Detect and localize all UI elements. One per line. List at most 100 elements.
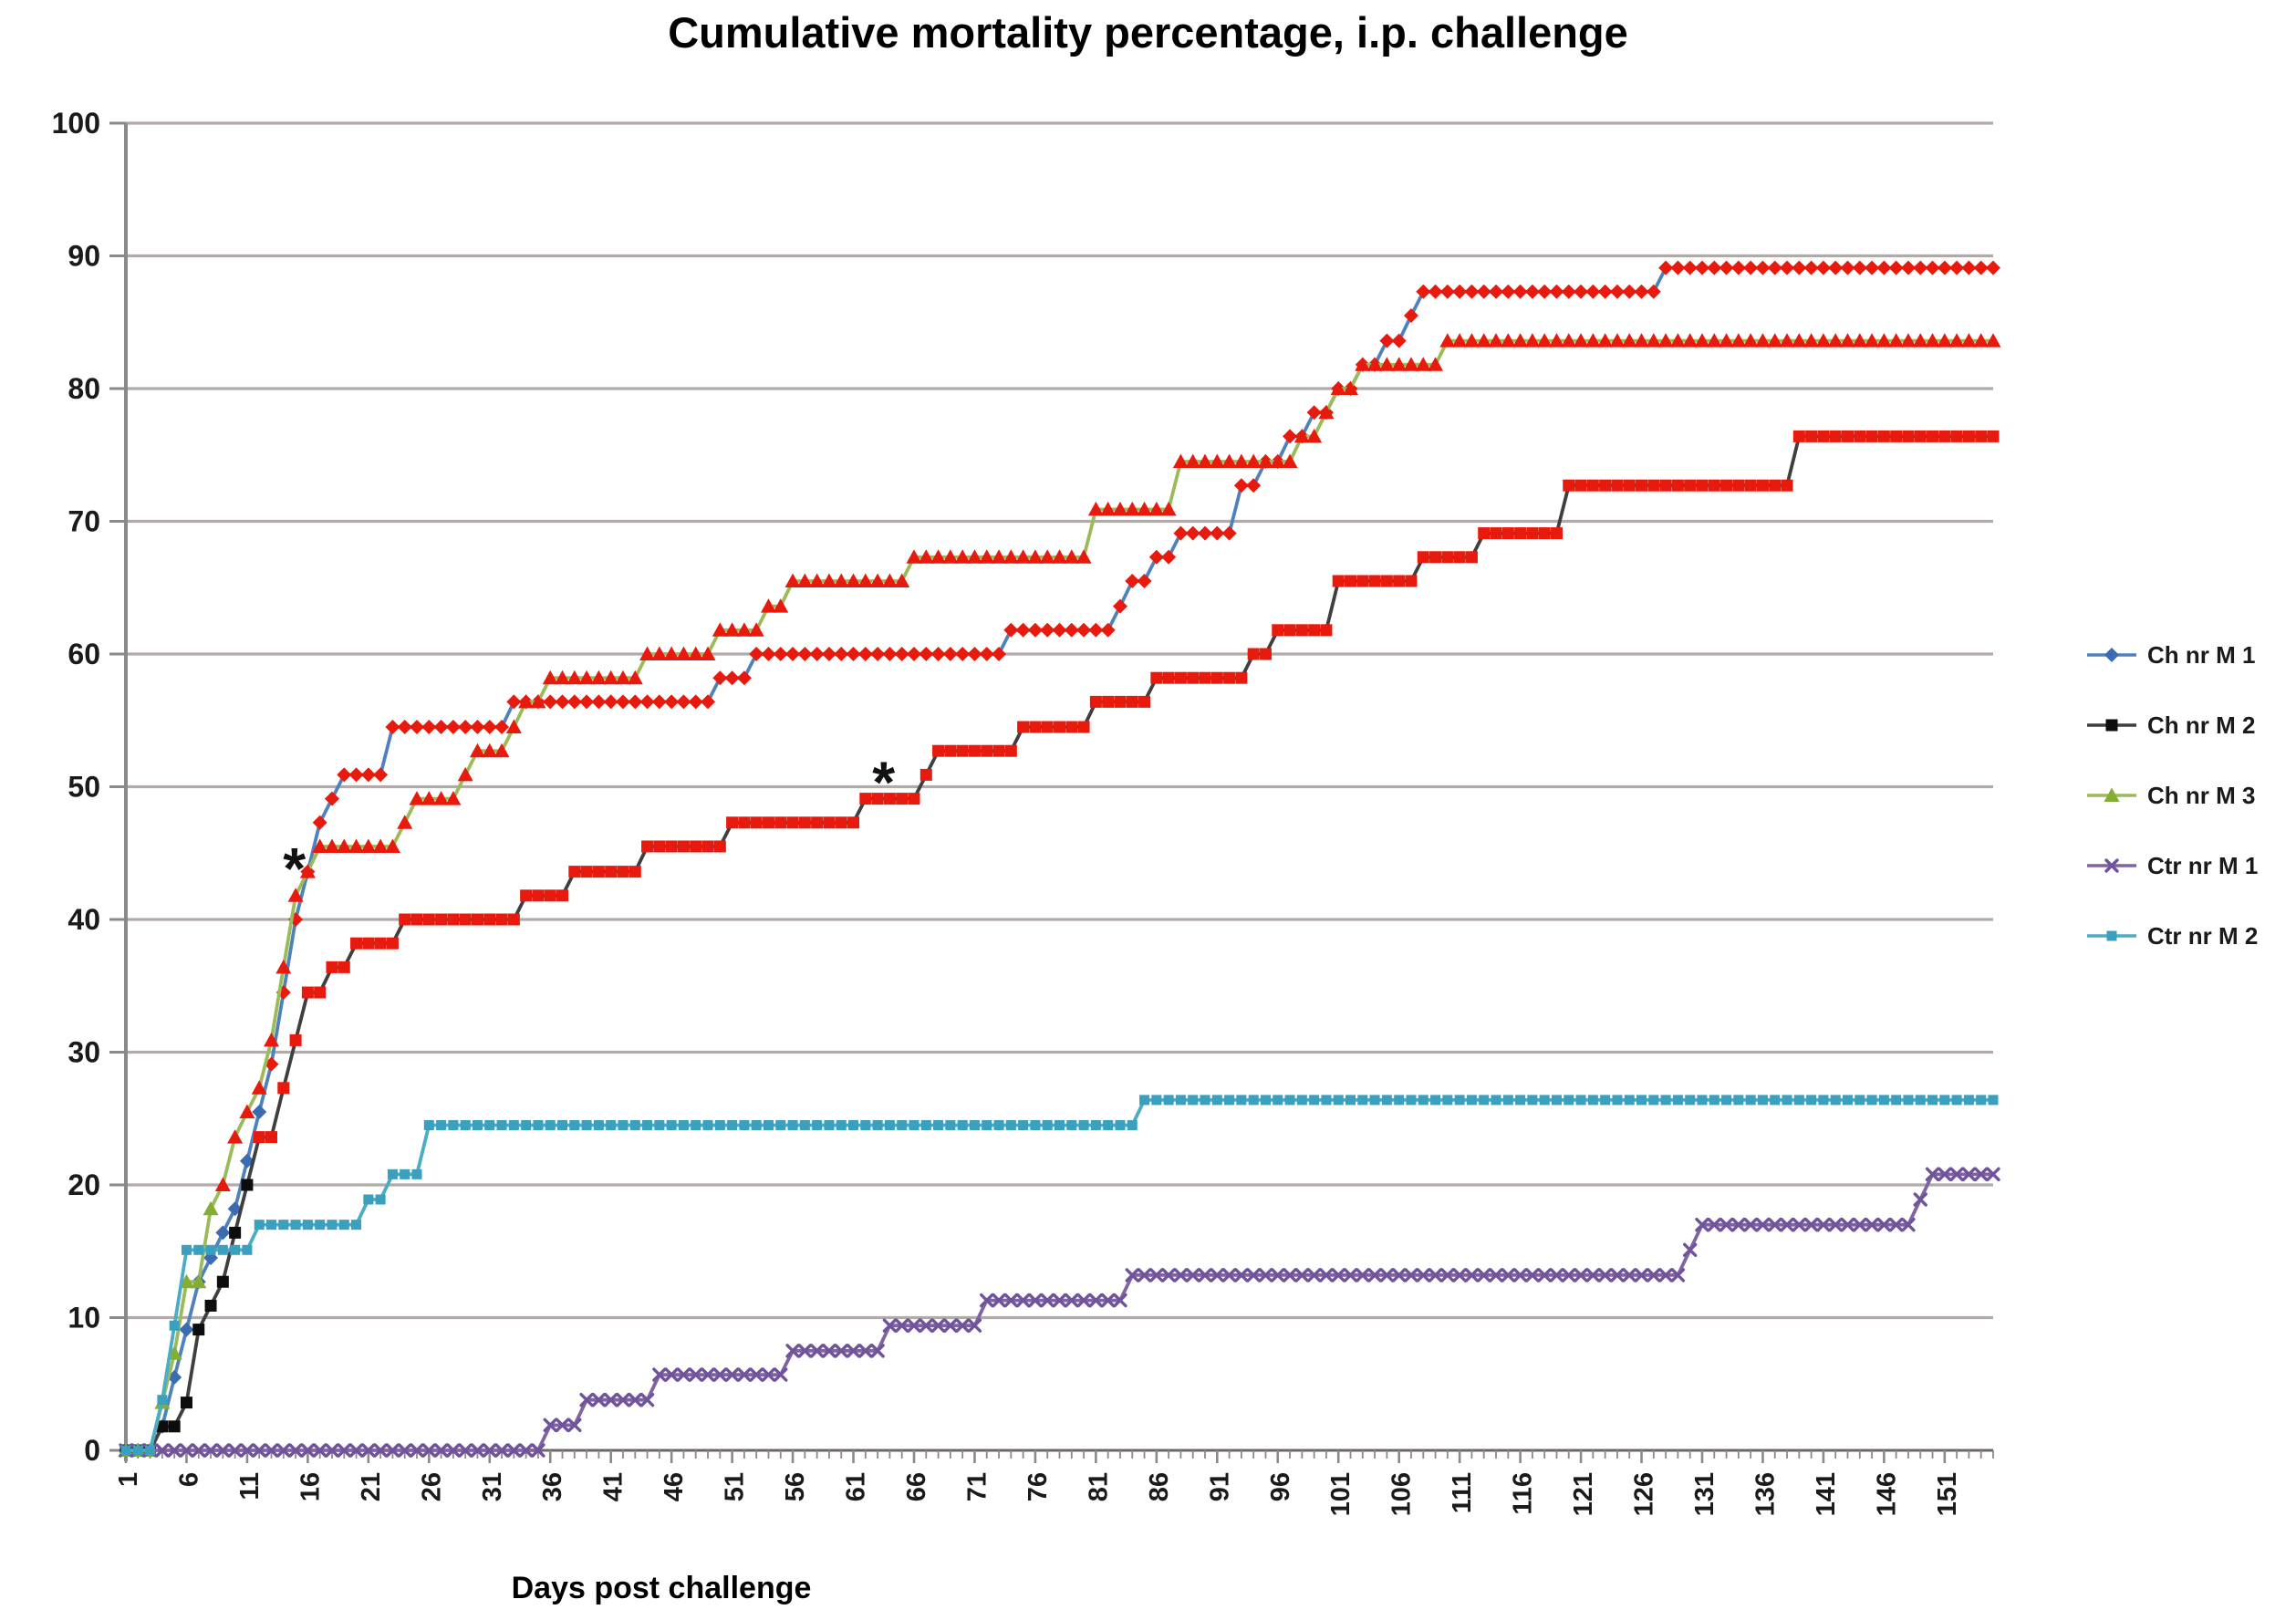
marker-square	[1332, 575, 1345, 587]
marker-x	[1028, 1293, 1043, 1308]
marker-square	[968, 744, 981, 757]
marker-diamond	[749, 647, 764, 661]
marker-small-square	[933, 1120, 944, 1131]
marker-x	[1634, 1268, 1649, 1282]
marker-triangle	[1815, 333, 1832, 348]
marker-small-square	[1224, 1095, 1235, 1106]
marker-triangle	[1754, 333, 1771, 348]
marker-diamond	[566, 694, 582, 710]
marker-triangle	[1064, 549, 1080, 564]
marker-x	[1452, 1268, 1467, 1282]
marker-small-square	[1175, 1095, 1186, 1106]
marker-diamond	[797, 647, 813, 661]
marker-small-square	[411, 1168, 422, 1179]
x-tick-label: 106	[1387, 1472, 1417, 1516]
marker-small-square	[957, 1120, 968, 1131]
marker-small-square	[157, 1395, 168, 1406]
marker-square	[1841, 430, 1854, 442]
marker-triangle	[457, 766, 473, 782]
marker-square	[1720, 479, 1733, 492]
x-tick-label: 131	[1690, 1472, 1719, 1516]
legend-item-ctr-nr-m-1: Ctr nr M 1	[2085, 852, 2258, 879]
marker-x	[1585, 1268, 1601, 1282]
x-tick-label: 136	[1751, 1472, 1780, 1516]
marker-small-square	[338, 1220, 349, 1231]
marker-triangle	[1185, 453, 1201, 469]
marker-diamond	[458, 720, 473, 735]
marker-diamond	[967, 647, 982, 661]
marker-square	[544, 889, 556, 902]
marker-triangle	[979, 549, 995, 564]
marker-small-square	[1551, 1095, 1562, 1106]
marker-triangle	[784, 573, 801, 587]
marker-triangle	[1827, 333, 1844, 348]
marker-square	[1187, 671, 1200, 684]
marker-small-square	[423, 1120, 434, 1131]
marker-x	[980, 1293, 994, 1308]
marker-small-square	[714, 1120, 725, 1131]
marker-diamond	[1707, 260, 1722, 275]
marker-triangle	[663, 646, 680, 660]
marker-x	[809, 1344, 825, 1358]
marker-diamond	[1852, 260, 1867, 275]
marker-diamond	[1622, 284, 1637, 299]
y-tick-label: 70	[68, 505, 100, 538]
marker-small-square	[969, 1120, 980, 1131]
marker-triangle	[603, 670, 619, 685]
marker-square	[811, 816, 824, 829]
marker-triangle	[1221, 453, 1238, 469]
y-gridlines	[126, 121, 1993, 1320]
marker-small-square	[897, 1120, 908, 1131]
y-tick-label: 60	[68, 638, 100, 670]
marker-square	[992, 744, 1005, 757]
marker-square	[956, 744, 969, 757]
marker-diamond	[821, 647, 836, 661]
x-axis-ticks	[124, 1450, 1994, 1463]
marker-diamond	[543, 694, 558, 710]
marker-x	[870, 1344, 885, 1358]
marker-square	[241, 1179, 254, 1191]
marker-triangle	[1912, 333, 1928, 348]
marker-small-square	[193, 1244, 204, 1255]
marker-square	[1927, 430, 1939, 442]
marker-triangle	[1233, 453, 1250, 469]
marker-triangle	[1561, 333, 1577, 348]
marker-diamond	[1064, 622, 1079, 638]
marker-square	[1259, 648, 1272, 660]
marker-small-square	[982, 1120, 992, 1131]
marker-x	[373, 1443, 388, 1458]
marker-triangle	[796, 573, 813, 587]
marker-triangle	[1439, 333, 1456, 348]
legend-label-ch-nr-m-3: Ch nr M 3	[2147, 781, 2256, 809]
marker-small-square	[351, 1220, 362, 1231]
marker-diamond	[397, 720, 412, 735]
marker-triangle	[942, 549, 959, 564]
marker-triangle	[688, 646, 704, 660]
marker-diamond	[834, 647, 849, 661]
marker-triangle	[1343, 380, 1359, 395]
marker-small-square	[909, 1120, 919, 1131]
marker-triangle	[1646, 333, 1662, 348]
marker-square	[386, 937, 399, 950]
marker-triangle	[1621, 333, 1637, 348]
marker-square	[1029, 721, 1042, 733]
chart-legend: Ch nr M 1 Ch nr M 2 Ch nr M 3 Ctr nr M 1 Ctr…	[2082, 0, 2296, 1620]
marker-small-square	[1527, 1095, 1538, 1106]
marker-small-square	[593, 1120, 604, 1131]
marker-triangle	[1015, 549, 1032, 564]
marker-x	[1597, 1268, 1613, 1282]
marker-small-square	[1381, 1095, 1392, 1106]
marker-small-square	[1951, 1095, 1962, 1106]
marker-square	[507, 913, 520, 926]
marker-diamond	[1027, 622, 1043, 638]
series-ch-nr-m-2	[119, 430, 2000, 1457]
marker-diamond	[809, 647, 825, 661]
marker-small-square	[1709, 1095, 1719, 1106]
marker-small-square	[1600, 1095, 1611, 1106]
marker-x	[179, 1443, 194, 1458]
y-tick-label: 30	[68, 1036, 100, 1069]
y-tick-label: 80	[68, 372, 100, 405]
marker-small-square	[1030, 1120, 1041, 1131]
marker-triangle	[881, 573, 898, 587]
marker-x	[895, 1318, 909, 1333]
